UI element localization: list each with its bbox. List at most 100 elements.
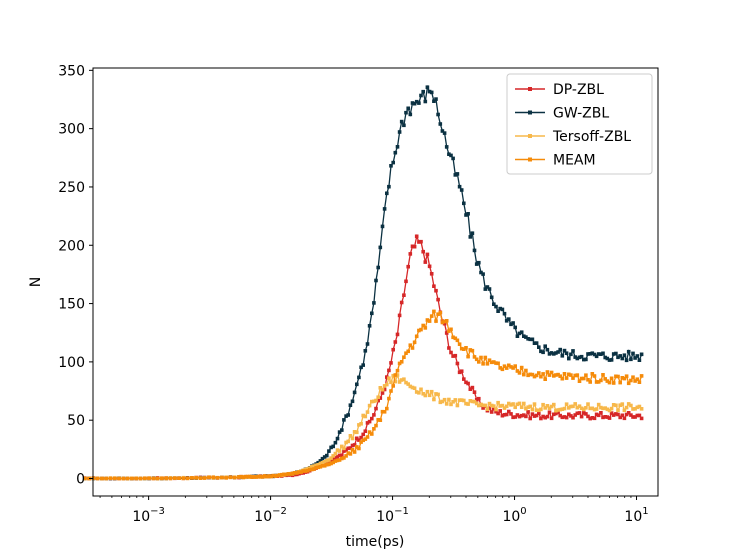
y-tick-label: 250: [58, 180, 85, 196]
data-point: [342, 446, 346, 451]
data-point: [245, 474, 250, 479]
data-point: [316, 465, 320, 470]
data-point: [616, 355, 620, 360]
data-point: [301, 469, 305, 473]
data-point: [569, 373, 573, 377]
data-point: [479, 402, 483, 407]
data-point: [556, 408, 560, 412]
data-point: [350, 436, 355, 441]
data-point: [528, 372, 532, 377]
data-point: [547, 373, 552, 377]
data-point: [380, 224, 385, 229]
legend-item: GW-ZBL: [515, 106, 609, 122]
y-tick-label: 0: [76, 472, 85, 488]
legend-marker: [528, 87, 532, 91]
data-point: [447, 329, 451, 333]
data-point: [130, 476, 134, 481]
data-point: [489, 295, 494, 300]
data-point: [526, 410, 530, 414]
data-point: [438, 310, 443, 315]
data-point: [562, 406, 567, 411]
data-point: [481, 272, 485, 276]
data-point: [160, 476, 164, 481]
data-point: [367, 419, 372, 424]
data-point: [361, 432, 365, 437]
data-point: [265, 474, 269, 479]
data-point: [399, 300, 404, 305]
data-point: [509, 365, 513, 369]
data-point: [462, 347, 466, 351]
data-point: [534, 373, 539, 378]
x-tick-base: 10: [376, 509, 394, 525]
data-point: [556, 372, 560, 377]
data-point: [487, 406, 492, 410]
legend-label: MEAM: [553, 153, 596, 169]
data-point: [519, 330, 524, 334]
data-point: [429, 272, 434, 276]
data-point: [318, 461, 323, 466]
data-point: [494, 407, 498, 412]
data-point: [333, 440, 338, 445]
data-point: [616, 408, 620, 413]
data-point: [496, 309, 500, 313]
data-point: [374, 398, 378, 403]
x-tick-label: 10−3: [132, 506, 165, 525]
data-point: [492, 302, 496, 306]
data-point: [532, 341, 537, 345]
data-point: [543, 415, 547, 420]
data-point: [310, 467, 314, 472]
data-point: [582, 357, 586, 362]
data-point: [357, 438, 361, 442]
data-point: [397, 130, 402, 134]
data-point: [504, 404, 509, 409]
data-point: [635, 405, 640, 410]
data-point: [355, 430, 359, 435]
data-point: [596, 352, 601, 356]
data-point: [614, 351, 618, 356]
data-point: [370, 416, 374, 421]
data-point: [331, 457, 335, 461]
data-point: [284, 472, 288, 477]
data-point: [477, 403, 481, 408]
data-point: [515, 334, 520, 338]
data-point: [404, 110, 408, 115]
data-point: [554, 408, 558, 413]
data-point: [327, 449, 331, 453]
data-point: [637, 358, 642, 362]
data-point: [592, 374, 597, 378]
data-point: [389, 361, 393, 365]
data-point: [305, 468, 310, 473]
data-point: [352, 443, 357, 447]
data-point: [262, 474, 267, 478]
data-point: [173, 476, 177, 480]
legend-label: Tersoff-ZBL: [552, 129, 631, 145]
plot-frame: [92, 67, 659, 497]
data-point: [485, 285, 490, 289]
data-point: [417, 391, 421, 395]
series-dp-zbl: [83, 233, 644, 481]
data-point: [464, 213, 468, 217]
data-point: [329, 456, 333, 460]
data-point: [372, 413, 376, 417]
data-point: [586, 378, 590, 382]
data-point: [586, 402, 590, 406]
data-point: [412, 340, 417, 345]
data-point: [618, 403, 622, 407]
data-point: [537, 408, 541, 413]
data-point: [596, 380, 601, 384]
data-point: [372, 301, 376, 305]
x-tick-base: 10: [132, 509, 150, 525]
data-point: [530, 412, 535, 416]
data-point: [365, 410, 370, 414]
data-point: [389, 380, 393, 385]
data-point: [459, 398, 464, 402]
data-point: [320, 460, 325, 465]
x-tick-exponent: 1: [642, 506, 648, 517]
data-point: [382, 387, 387, 392]
data-point: [631, 407, 635, 411]
data-point: [387, 368, 391, 373]
data-point: [444, 402, 449, 406]
data-point: [592, 416, 597, 421]
data-point: [549, 416, 554, 421]
